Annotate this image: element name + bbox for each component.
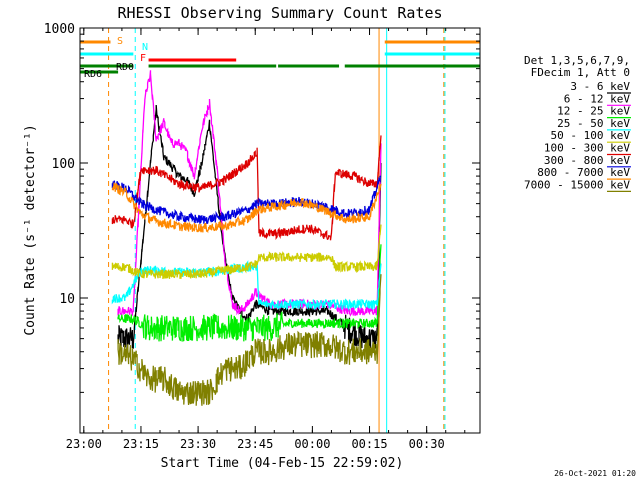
series-line-4	[111, 224, 382, 280]
x-tick-label-0: 23:00	[66, 437, 102, 451]
legend-entry-4: 50 - 100 keV	[551, 129, 631, 142]
legend-entry-6: 300 - 800 keV	[544, 154, 630, 167]
y-tick-label-1: 100	[52, 157, 75, 172]
legend-entry-8: 7000 - 15000 keV	[524, 178, 630, 191]
y-axis: 10 100 1000	[44, 22, 480, 393]
x-tick-label-5: 00:15	[351, 437, 387, 451]
legend-header-0: Det 1,3,5,6,7,9,	[524, 54, 630, 67]
legend-entry-2: 12 - 25 keV	[557, 105, 630, 118]
legend-entry-7: 800 - 7000 keV	[537, 166, 630, 179]
series-line-5	[111, 135, 382, 241]
x-tick-label-6: 00:30	[409, 437, 445, 451]
flag-label-rd0: RD0	[116, 62, 134, 73]
x-tick-label-4: 00:00	[294, 437, 330, 451]
legend-header-1: FDecim 1, Att 0	[531, 66, 630, 79]
flag-label-s: S	[117, 36, 123, 47]
plot-frame	[79, 27, 481, 434]
chart-title: RHESSI Observing Summary Count Rates	[117, 4, 442, 22]
series-line-2	[117, 244, 382, 342]
x-tick-label-2: 23:30	[180, 437, 216, 451]
x-tick-label-3: 23:45	[237, 437, 273, 451]
legend-entry-0: 3 - 6 keV	[570, 80, 630, 93]
flag-label-rd6: RD6	[84, 69, 102, 80]
series-line-8	[117, 274, 382, 406]
y-tick-label-0: 10	[59, 292, 75, 307]
x-axis-label: Start Time (04-Feb-15 22:59:02)	[161, 456, 404, 471]
x-tick-label-1: 23:15	[123, 437, 159, 451]
series-line-7	[111, 182, 382, 234]
legend-entry-5: 100 - 300 keV	[544, 142, 630, 155]
plot-area: S NF RD0 RD6	[79, 28, 480, 433]
flag-label-n: N	[142, 42, 148, 53]
y-axis-label: Count Rate (s⁻¹ detector⁻¹)	[23, 124, 38, 335]
legend: Det 1,3,5,6,7,9,FDecim 1, Att 03 - 6 keV…	[524, 54, 631, 192]
legend-entry-3: 25 - 50 keV	[557, 117, 630, 130]
series-group	[111, 70, 382, 406]
x-axis: 23:00 23:15 23:30 23:45 00:00 00:15 00:30	[66, 28, 466, 451]
y-tick-label-2: 1000	[44, 22, 75, 37]
series-line-1	[117, 70, 382, 318]
series-line-6	[111, 175, 382, 225]
footer-timestamp: 26-Oct-2021 01:20	[554, 469, 636, 478]
legend-entry-1: 6 - 12 keV	[564, 92, 631, 105]
flag-label-f: F	[140, 53, 146, 64]
